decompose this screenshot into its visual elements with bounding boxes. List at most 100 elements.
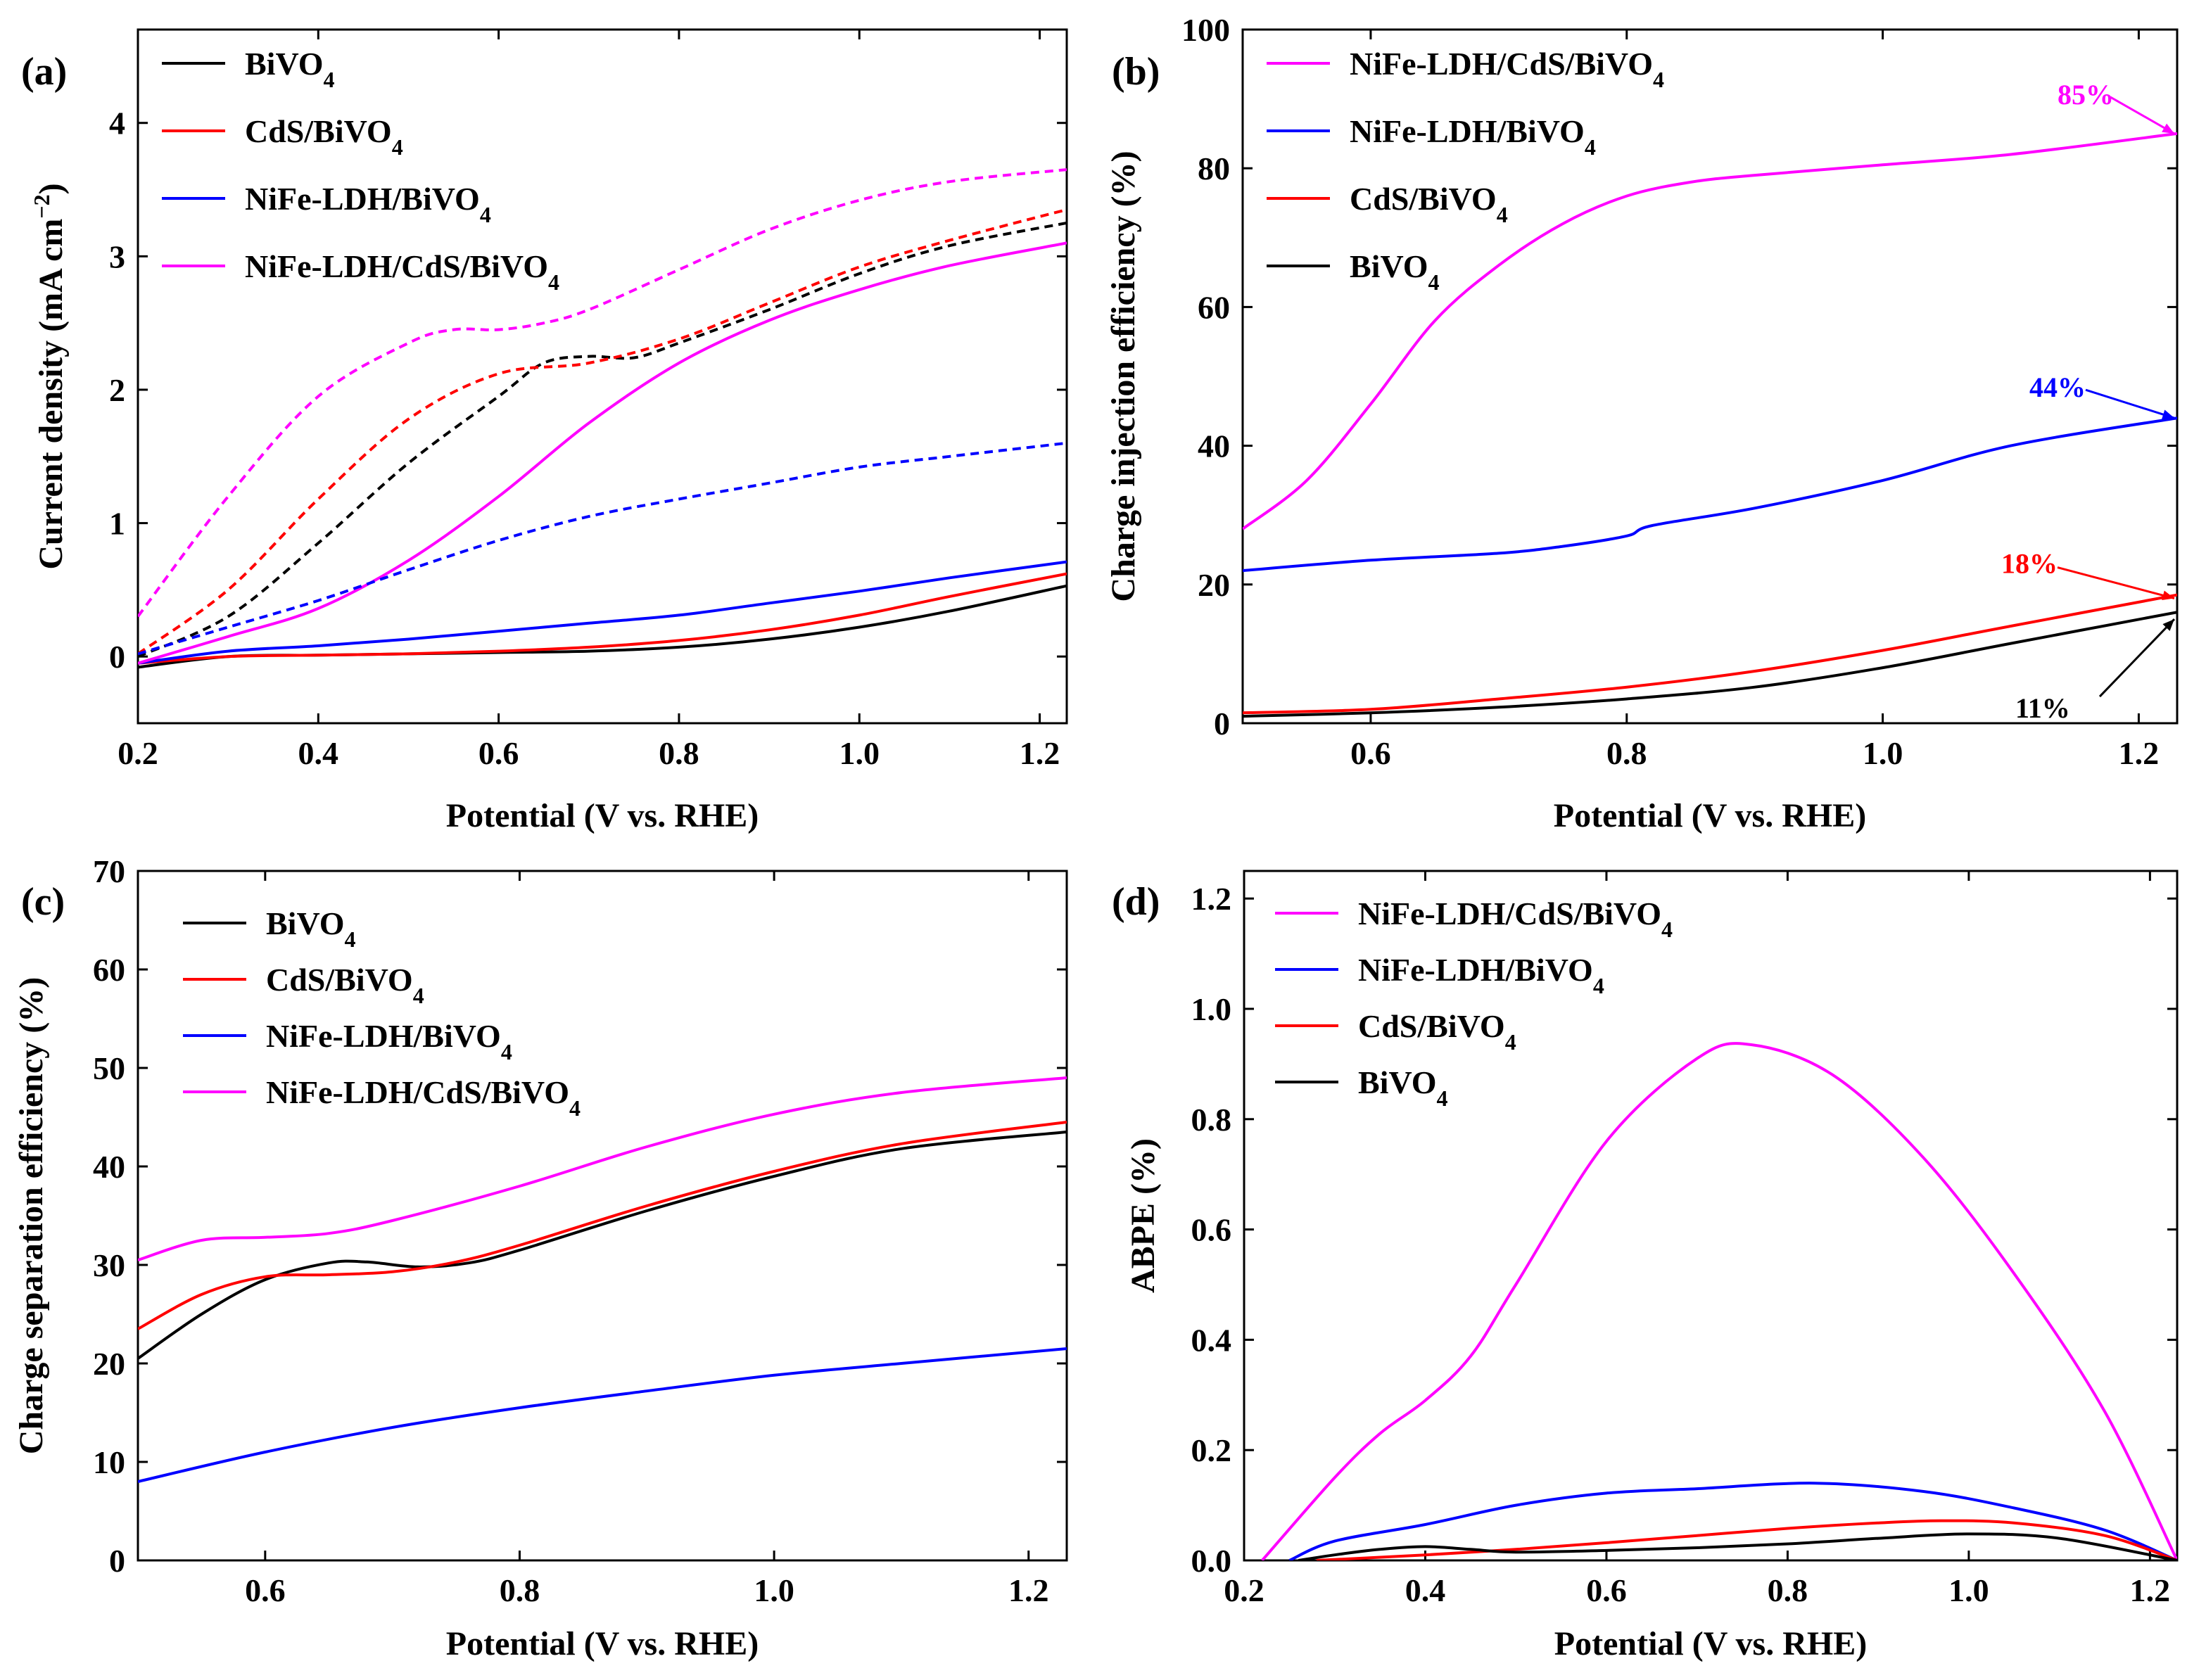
x-axis-title: Potential (V vs. RHE) [1554,1625,1867,1662]
series-bivo4 [1243,611,2177,718]
y-tick-label: 30 [93,1247,125,1283]
annotation-arrowhead [2162,619,2174,631]
panel-d: 0.2 0.4 0.6 0.8 1.0 1.20.00.20.40.60.81.01.2P… [1112,870,2179,1662]
y-tick-label: 20 [93,1346,125,1382]
series-nife-ldh-cds-bivo4-dark-corrected-dashed [138,168,1067,618]
legend-label: NiFe-LDH/BiVO4 [1350,113,1596,160]
y-tick-label: 2 [109,372,125,408]
series-nife-ldh-bivo4 [138,1347,1067,1483]
x-tick-label: 1.2 [1008,1572,1049,1608]
y-tick-label: 80 [1198,151,1230,186]
y-axis-title: Charge injection efficiency (%) [1105,151,1142,602]
y-tick-label: 40 [1198,428,1230,464]
annotation-label: 18% [2001,548,2058,580]
y-tick-label: 1 [109,506,125,542]
y-tick-label: 3 [109,238,125,274]
y-tick-label: 50 [93,1050,125,1086]
legend-label-main: NiFe-LDH/CdS/BiVO [1358,896,1661,931]
legend-label-subscript: 4 [413,983,424,1008]
y-axis-title-tail: ) [32,183,70,194]
panel-label: (b) [1112,50,1160,94]
series-nife-ldh-cds-bivo4 [1261,1042,2177,1560]
legend-label-main: BiVO [1358,1064,1437,1100]
legend-label: NiFe-LDH/BiVO4 [245,181,491,227]
legend: BiVO4CdS/BiVO4NiFe-LDH/BiVO4NiFe-LDH/CdS… [162,46,559,295]
y-axis-title-main: Charge injection efficiency (%) [1105,151,1142,602]
panel-b: 0.6 0.8 1.0 1.2 0 20 40 60 80 100 Potential (V vs.… [1105,12,2179,834]
legend-label-subscript: 4 [345,927,356,952]
x-axis-title: Potential (V vs. RHE) [446,1625,759,1662]
legend-label-main: NiFe-LDH/BiVO [1358,952,1593,988]
legend-label-subscript: 4 [1497,202,1508,227]
series-cds-bivo4-dark-corrected-dashed [138,208,1067,656]
legend-label-subscript: 4 [1437,1086,1448,1111]
x-tick-label: 1.0 [754,1572,794,1608]
legend-label-subscript: 4 [1585,134,1596,160]
plot-frame [1243,870,2179,1562]
plot-frame [137,28,1068,725]
legend-label: BiVO4 [245,46,335,92]
x-tick-label: 1.2 [1020,735,1060,771]
x-tick-label: 0.8 [659,735,699,771]
legend-label-subscript: 4 [501,1039,512,1064]
y-tick-label: 0.4 [1191,1322,1232,1358]
legend-label-subscript: 4 [569,1095,581,1121]
legend-label: NiFe-LDH/CdS/BiVO4 [245,248,559,295]
y-tick-label: 0 [1214,706,1230,742]
y-tick-label: 0.0 [1191,1543,1232,1579]
legend-label-subscript: 4 [1661,917,1673,942]
legend-label-main: BiVO [266,905,345,941]
legend-label: NiFe-LDH/CdS/BiVO4 [266,1074,581,1121]
legend-label-main: NiFe-LDH/BiVO [266,1018,501,1054]
legend-label: BiVO4 [1350,248,1440,295]
series-bivo4 [1298,1532,2177,1560]
legend-label-subscript: 4 [324,67,335,92]
x-tick-label: 0.8 [1606,735,1647,771]
x-tick-label: 1.2 [2130,1572,2171,1608]
series-nife-ldh-cds-bivo4 [1243,132,2177,530]
plot-frame [137,870,1068,1562]
x-tick-label: 0.8 [1768,1572,1808,1608]
series-cds-bivo4 [1243,593,2177,715]
x-tick-label: 0.2 [118,735,158,771]
y-axis-title: Current density (mA cm−2) [29,183,70,569]
y-tick-label: 0.2 [1191,1432,1232,1468]
x-tick-label: 0.6 [478,735,519,771]
legend-label: CdS/BiVO4 [1358,1008,1516,1055]
series-nife-ldh-bivo4-dark-corrected-dashed [138,441,1067,656]
y-tick-label: 1.0 [1191,991,1232,1027]
legend-label-main: CdS/BiVO [266,962,413,998]
y-tick-label: 60 [1198,289,1230,325]
y-tick-label: 0 [109,639,125,675]
x-tick-label: 0.4 [1405,1572,1446,1608]
y-axis-title-main: Current density (mA cm [32,219,70,570]
annotation-arrow [2098,618,2176,698]
legend-label-subscript: 4 [1593,973,1604,998]
x-axis-title: Potential (V vs. RHE) [446,797,759,834]
legend-label: CdS/BiVO4 [1350,181,1508,227]
legend-label-subscript: 4 [1428,269,1440,295]
annotation-arrow [2110,96,2175,135]
y-tick-label: 40 [93,1149,125,1185]
series-nife-ldh-bivo4 [1243,416,2177,573]
y-axis-title: Charge separation efficiency (%) [13,977,50,1455]
y-tick-label: 60 [93,952,125,988]
y-tick-label: 0.6 [1191,1212,1232,1248]
series-cds-bivo4 [1316,1519,2177,1560]
panel-label: (d) [1112,880,1160,924]
series-nife-ldh-cds-bivo4 [138,1076,1067,1261]
legend-label: NiFe-LDH/CdS/BiVO4 [1358,896,1673,942]
y-axis-title-main: Charge separation efficiency (%) [13,977,50,1455]
legend: NiFe-LDH/CdS/BiVO4NiFe-LDH/BiVO4CdS/BiVO… [1267,46,1664,295]
annotation-label: 11% [2015,692,2070,724]
x-tick-label: 0.6 [1586,1572,1627,1608]
x-tick-label: 1.0 [1863,735,1903,771]
legend-label-main: NiFe-LDH/CdS/BiVO [245,248,548,284]
x-tick-label: 0.8 [500,1572,540,1608]
x-tick-label: 1.0 [1948,1572,1989,1608]
legend-label-main: CdS/BiVO [1350,181,1497,217]
y-tick-label: 20 [1198,567,1230,603]
y-tick-label: 1.2 [1191,881,1232,917]
legend-label-subscript: 4 [1505,1029,1516,1055]
series-nife-ldh-bivo4 [1288,1482,2177,1560]
